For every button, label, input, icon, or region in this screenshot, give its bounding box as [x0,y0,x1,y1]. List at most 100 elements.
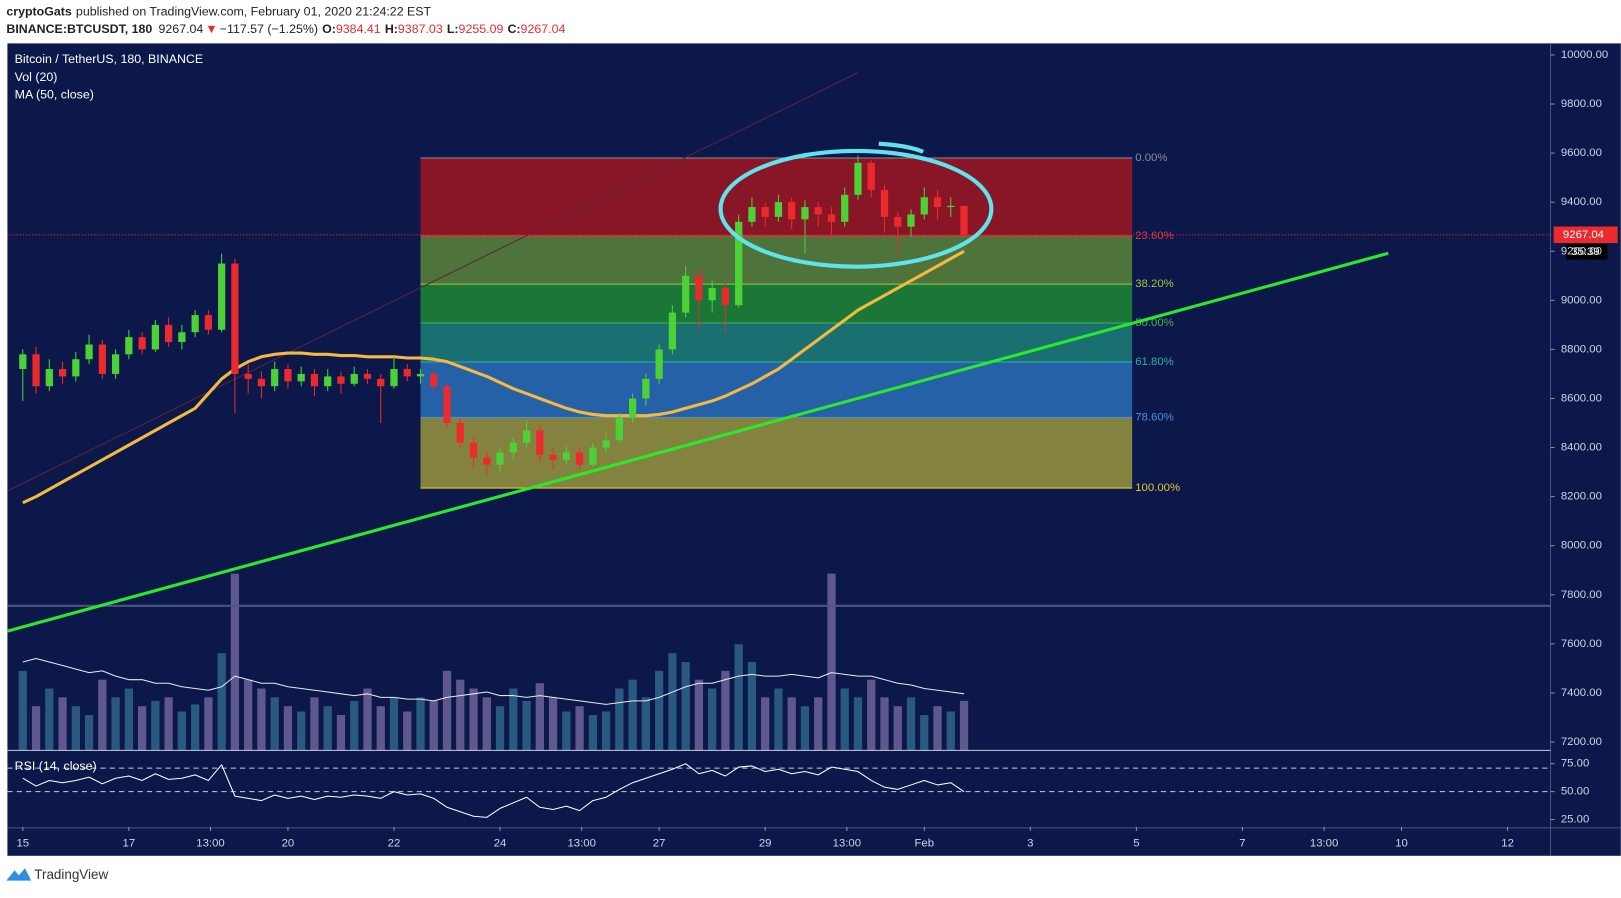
y-tick-label: 9200.00 [1561,245,1602,257]
legend-ma: MA (50, close) [15,87,94,101]
volume-bar [814,697,823,751]
fib-band [420,417,1133,489]
fib-band [420,284,1133,324]
l-label: L: [447,22,459,36]
volume-bar [416,697,425,751]
fib-label: 61.80% [1135,356,1174,368]
x-tick-label: 13:00 [567,837,595,849]
volume-bar [946,711,955,751]
volume-bar [230,573,240,751]
rsi-tick-label: 75.00 [1561,758,1589,770]
volume-bar [442,670,452,751]
volume-bar [456,679,465,751]
change: −117.57 (−1.25%) [220,22,318,36]
volume-bar [522,700,531,751]
volume-bar [588,715,597,751]
volume-bar [708,688,717,751]
volume-bar [204,697,213,751]
last: 9267.04 [159,22,204,36]
candle-body [615,418,623,441]
l-value: 9255.09 [459,22,504,36]
volume-bar [403,711,412,751]
volume-bar [734,644,743,751]
candle-body [814,207,822,215]
candle-body [496,452,504,465]
volume-bar [323,706,332,751]
y-tick-label: 9000.00 [1561,294,1602,306]
candle-body [629,398,637,419]
candle-body [907,214,915,227]
annotation-flick [878,141,925,154]
volume-bar [244,679,253,751]
candle-body [257,378,266,387]
volume-bar [800,706,810,751]
volume-bar [164,697,173,751]
y-tick-label: 8600.00 [1561,392,1602,404]
x-tick-label: 24 [494,837,507,849]
volume-bar [58,697,67,751]
countdown: 35:39 [1571,246,1599,258]
volume-bar [124,688,133,751]
published: published on TradingView.com, February 0… [76,5,432,19]
candle-body [682,275,690,313]
trendline [7,251,1389,633]
last-price-label: 9267.04 [1563,229,1604,241]
publish-line: cryptoGats published on TradingView.com, … [6,5,431,19]
volume-bar [257,688,266,751]
y-tick-label: 8400.00 [1561,442,1602,454]
fib-label: 78.60% [1135,411,1174,423]
candle-body [721,288,730,306]
volume-bar [336,715,346,751]
candle-body [45,369,53,387]
volume-bar [694,679,704,751]
volume-bar [853,697,863,751]
candle-body [204,315,213,330]
y-tick-label: 9400.00 [1561,196,1602,208]
candle-body [867,162,875,190]
candle-body [735,221,743,306]
volume-bar [601,711,611,751]
candle-body [297,373,305,382]
candle-body [231,263,239,374]
symbol: BINANCE:BTCUSDT, 180 [6,22,152,36]
volume-bar [840,688,849,751]
candle-body [748,207,756,222]
volume-bar [18,670,27,751]
x-tick-label: 13:00 [1310,837,1338,849]
volume-bar [933,706,942,751]
volume-bar [469,688,478,751]
candle-body [788,202,796,220]
candle-body [854,162,862,195]
candle-body [880,189,889,217]
candle-body [827,214,836,222]
candle-body [284,369,292,382]
candle-body [536,430,544,455]
volume-bar [906,697,916,751]
volume-bar [654,670,664,751]
volume-bar [389,697,399,751]
candle-body [85,344,93,360]
candle-body [589,447,597,465]
plot-layer: 0.00% 23.60% 38.20% 50.00% 61.80% 78.60% 100.0… [7,72,1618,818]
volume-bar [137,706,147,751]
x-tick-label: 5 [1133,837,1139,849]
candle-body [920,197,928,215]
candle-body [443,386,451,424]
volume-bar [283,706,293,751]
candle-body [456,423,464,443]
volume-bar [721,670,730,751]
volume-bar [641,697,651,751]
candle-body [668,312,677,350]
rsi-tick-label: 50.00 [1561,786,1589,798]
y-tick-label: 7800.00 [1561,589,1602,601]
x-tick-label: 3 [1027,837,1033,849]
volume-ma [22,657,965,705]
legend-rsi: RSI (14, close) [15,759,97,773]
volume-bar [429,700,438,751]
candle-body [218,263,226,330]
candle-body [761,207,769,217]
y-tick-label: 7400.00 [1561,687,1602,699]
fib-label: 0.00% [1135,152,1167,164]
x-tick-label: 13:00 [196,837,224,849]
